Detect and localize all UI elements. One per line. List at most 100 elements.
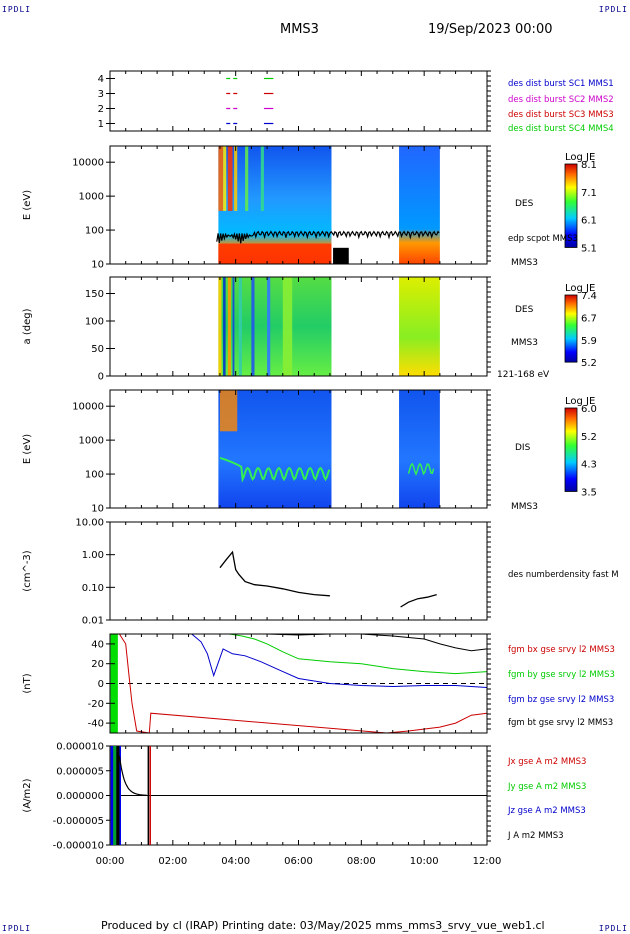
x-tick-label: 06:00 xyxy=(284,856,313,867)
footer-text: Produced by cl (IRAP) Printing date: 03/… xyxy=(101,919,545,932)
pa-block-1 xyxy=(218,277,332,376)
colorbar-tick-label: 5.9 xyxy=(581,336,597,347)
x-tick-label: 10:00 xyxy=(410,856,439,867)
legend-bt: fgm bt gse srvy l2 MMS3 xyxy=(508,718,614,728)
x-tick-label: 02:00 xyxy=(158,856,187,867)
des-hot-stripe xyxy=(218,146,224,211)
y-tick-label: 2 xyxy=(98,104,104,115)
spacecraft-title: MMS3 xyxy=(280,22,319,37)
des-pa-label: DES xyxy=(515,305,534,315)
colorbar-tick-label: 5.2 xyxy=(581,432,597,443)
y-tick-label: 0.10 xyxy=(82,583,104,594)
dis-ion-trace xyxy=(219,456,331,483)
panel-frame-4 xyxy=(109,521,488,621)
des-energy-sublabel: MMS3 xyxy=(511,258,538,268)
density-trace xyxy=(400,593,437,608)
corner-mark-bottom-right: IPDLI xyxy=(598,924,628,933)
corner-mark-top-right: IPDLI xyxy=(598,5,628,14)
colorbar-tick-label: 4.3 xyxy=(581,460,597,471)
colorbar-tick-label: 3.5 xyxy=(581,487,597,498)
pa-stripe xyxy=(267,277,271,376)
y-tick-label: 10000 xyxy=(72,158,104,169)
y-tick-label: 0.01 xyxy=(82,616,104,627)
dis-hot-region xyxy=(219,390,238,432)
colorbar-title: Log JE xyxy=(565,283,595,294)
dis-ion-trace-2 xyxy=(407,462,435,477)
pa-stripe xyxy=(251,277,255,376)
y-tick-label: 20 xyxy=(91,659,104,670)
density-legend: des numberdensity fast M xyxy=(508,570,619,580)
y-tick-label: 10.00 xyxy=(75,518,104,529)
dis-spectrogram-block-2 xyxy=(399,390,440,508)
pa-stripe xyxy=(238,277,242,376)
y-axis-label: a (deg) xyxy=(22,308,33,344)
colorbar-3 xyxy=(564,407,578,492)
legend-burst-mms1: des dist burst SC1 MMS1 xyxy=(508,79,614,89)
y-tick-label: 150 xyxy=(85,289,104,300)
y-axis-label: E (eV) xyxy=(22,434,33,464)
colorbar-tick-label: 8.1 xyxy=(581,160,597,171)
des-low-energy-band xyxy=(218,243,332,264)
x-tick-label: 12:00 xyxy=(473,856,502,867)
colorbar-1 xyxy=(564,163,578,248)
y-tick-label: 100 xyxy=(85,470,104,481)
y-tick-label: 100 xyxy=(85,317,104,328)
y-tick-label: 4 xyxy=(98,74,104,85)
dis-energy-sublabel: MMS3 xyxy=(511,502,538,512)
des-hot-stripe xyxy=(260,146,264,211)
legend-bx: fgm bx gse srvy l2 MMS3 xyxy=(508,645,615,655)
des-pa-sublabel: MMS3 xyxy=(511,338,538,348)
pa-stripe xyxy=(218,277,222,376)
y-tick-label: 10 xyxy=(91,504,104,515)
colorbar-tick-label: 5.2 xyxy=(581,358,597,369)
y-axis-label: (nT) xyxy=(22,673,33,693)
field-trace-1 xyxy=(229,633,488,675)
colorbar-tick-label: 7.1 xyxy=(581,188,597,199)
legend-jy: Jy gse A m2 MMS3 xyxy=(508,782,587,792)
des-spectrogram-block-2 xyxy=(399,146,440,264)
des-energy-label: DES xyxy=(515,199,534,209)
y-axis-label: E (eV) xyxy=(22,190,33,220)
pa-block-2 xyxy=(399,277,440,376)
scpot-gap-fill xyxy=(333,247,349,264)
legend-j: J A m2 MMS3 xyxy=(508,831,564,841)
y-tick-label: 1 xyxy=(98,119,104,130)
pa-stripe xyxy=(223,277,226,376)
legend-burst-mms2: des dist burst SC2 MMS2 xyxy=(508,95,614,105)
y-tick-label: 0 xyxy=(98,372,104,383)
current-spike-block xyxy=(116,746,120,845)
legend-burst-mms4: des dist burst SC4 MMS4 xyxy=(508,124,614,134)
dis-energy-label: DIS xyxy=(515,443,531,453)
y-tick-label: -0.000010 xyxy=(53,841,104,852)
y-tick-label: 10000 xyxy=(72,402,104,413)
y-tick-label: 100 xyxy=(85,226,104,237)
y-tick-label: 10 xyxy=(91,260,104,271)
pa-stripe xyxy=(232,277,235,376)
colorbar-2 xyxy=(564,294,578,363)
date-title: 19/Sep/2023 00:00 xyxy=(428,22,553,37)
y-tick-label: 50 xyxy=(91,344,104,355)
density-trace xyxy=(219,550,330,597)
y-tick-label: 0.000000 xyxy=(56,791,104,802)
legend-by: fgm by gse srvy l2 MMS3 xyxy=(508,670,615,680)
des-hot-stripe xyxy=(234,146,238,211)
des-hot-stripe xyxy=(227,146,233,211)
y-tick-label: 1.00 xyxy=(82,550,104,561)
y-axis-label: (A/m2) xyxy=(22,778,33,812)
legend-burst-mms3: des dist burst SC3 MMS3 xyxy=(508,110,614,120)
panel-frame-0 xyxy=(109,70,488,132)
y-tick-label: 40 xyxy=(91,639,104,650)
y-tick-label: -20 xyxy=(88,699,104,710)
y-tick-label: 0.000010 xyxy=(56,742,104,753)
current-decay xyxy=(118,755,147,796)
y-axis-label: (cm^-3) xyxy=(22,550,33,591)
y-tick-label: 0.000005 xyxy=(56,766,104,777)
corner-mark-top-left: IPDLI xyxy=(2,5,32,14)
des-hot-stripe xyxy=(245,146,249,211)
colorbar-tick-label: 7.4 xyxy=(581,291,597,302)
field-trace-2 xyxy=(191,633,488,688)
y-tick-label: 1000 xyxy=(79,436,104,447)
y-tick-label: 0 xyxy=(98,679,104,690)
y-tick-label: 3 xyxy=(98,89,104,100)
